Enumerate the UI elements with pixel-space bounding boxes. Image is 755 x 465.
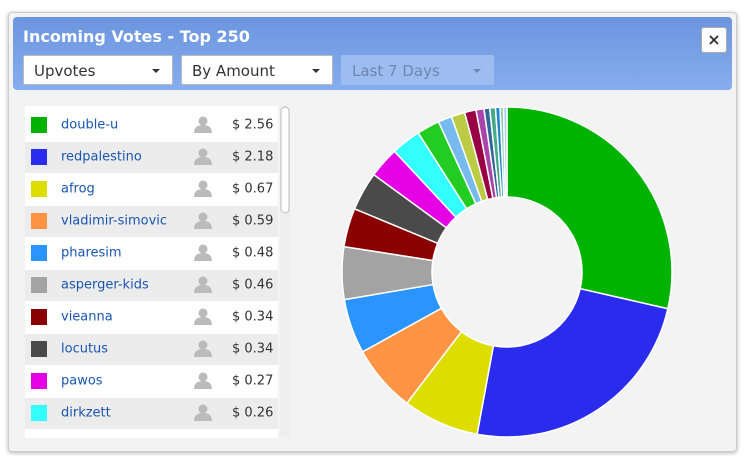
donut-slice xyxy=(476,287,669,438)
voter-name: redpalestino xyxy=(61,150,142,165)
user-icon xyxy=(194,253,212,261)
amount: $ 0.59 xyxy=(232,214,273,229)
user-icon xyxy=(194,125,212,133)
voter-name: double-u xyxy=(61,118,118,133)
row-bg xyxy=(25,366,278,397)
voter-name: asperger-kids xyxy=(61,278,149,293)
legend-swatch xyxy=(31,149,47,165)
user-icon xyxy=(194,349,212,357)
row-bg xyxy=(25,110,278,141)
scrollbar-thumb[interactable] xyxy=(280,106,290,214)
user-icon xyxy=(198,148,208,158)
user-icon xyxy=(198,340,208,350)
user-icon xyxy=(198,116,208,126)
legend-swatch xyxy=(31,341,47,357)
voter-name: pharesim xyxy=(61,246,122,261)
voter-name: dirkzett xyxy=(61,406,111,421)
row-bg xyxy=(25,398,278,429)
close-button[interactable]: × xyxy=(701,27,727,53)
user-icon xyxy=(198,404,208,414)
amount: $ 0.34 xyxy=(232,310,273,325)
user-icon xyxy=(194,317,212,325)
voter-name: vladimir-simovic xyxy=(61,214,167,229)
amount: $ 0.34 xyxy=(232,342,273,357)
donut-slice xyxy=(506,106,673,310)
user-icon xyxy=(198,276,208,286)
row-bg xyxy=(25,174,278,205)
header: Incoming Votes - Top 250 × Upvotes By Am… xyxy=(13,17,732,90)
row-bg xyxy=(25,238,278,269)
user-icon xyxy=(194,381,212,389)
row-bg xyxy=(25,206,278,237)
amount: $ 0.48 xyxy=(232,246,273,261)
user-icon xyxy=(194,285,212,293)
legend-swatch xyxy=(31,213,47,229)
user-icon xyxy=(198,244,208,254)
amount: $ 2.56 xyxy=(232,118,273,133)
legend-swatch xyxy=(31,373,47,389)
voter-name: vieanna xyxy=(61,310,113,325)
vote-type-dropdown[interactable]: Upvotes xyxy=(23,55,173,85)
row-bg xyxy=(25,142,278,173)
user-icon xyxy=(194,189,212,197)
user-icon xyxy=(198,212,208,222)
sort-dropdown[interactable]: By Amount xyxy=(181,55,333,85)
user-icon xyxy=(198,372,208,382)
legend-swatch xyxy=(31,181,47,197)
legend-swatch xyxy=(31,405,47,421)
title: Incoming Votes - Top 250 xyxy=(23,27,250,46)
amount: $ 0.26 xyxy=(232,406,273,421)
user-icon xyxy=(194,221,212,229)
voter-name: locutus xyxy=(61,342,108,357)
amount: $ 0.46 xyxy=(232,278,273,293)
row-bg xyxy=(25,270,278,301)
amount: $ 0.67 xyxy=(232,182,273,197)
donut-slice xyxy=(502,106,508,198)
legend-swatch xyxy=(31,245,47,261)
legend-swatch xyxy=(31,117,47,133)
user-icon xyxy=(194,413,212,421)
user-icon xyxy=(198,180,208,190)
user-icon xyxy=(194,157,212,165)
period-dropdown: Last 7 Days xyxy=(341,55,494,85)
row-bg xyxy=(25,334,278,365)
amount: $ 0.27 xyxy=(232,374,273,389)
legend-swatch xyxy=(31,277,47,293)
row-bg xyxy=(25,302,278,333)
amount: $ 2.18 xyxy=(232,150,273,165)
voter-name: afrog xyxy=(61,182,95,197)
legend-swatch xyxy=(31,309,47,325)
voter-name: pawos xyxy=(61,374,103,389)
user-icon xyxy=(198,308,208,318)
